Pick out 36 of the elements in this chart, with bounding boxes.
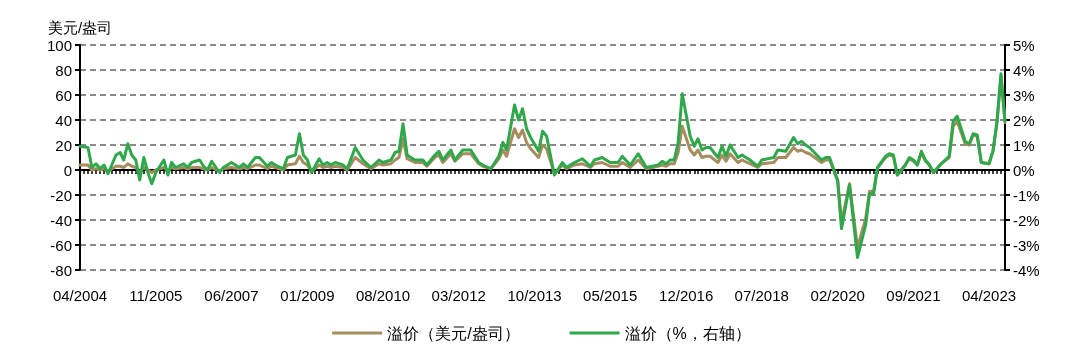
y-tick-label: -60	[50, 236, 72, 254]
y-tick-label: 0	[63, 161, 72, 179]
y2-tick-label: 0%	[1013, 161, 1035, 179]
x-tick-label: 04/2004	[52, 287, 108, 304]
y2-tick-label: 4%	[1013, 61, 1035, 79]
x-tick-label: 02/2020	[810, 287, 865, 304]
y-axis-title: 美元/盎司	[47, 19, 113, 36]
x-tick-label: 12/2016	[659, 287, 714, 304]
y-tick-label: 20	[55, 136, 72, 154]
x-tick-label: 07/2018	[734, 287, 789, 304]
y2-tick-label: -2%	[1013, 211, 1040, 229]
x-tick-label: 10/2013	[507, 287, 562, 304]
y-tick-label: -20	[50, 186, 72, 204]
y2-tick-label: -1%	[1013, 186, 1040, 204]
x-tick-label: 09/2021	[886, 287, 941, 304]
y-tick-label: -40	[50, 211, 72, 229]
y2-tick-label: 1%	[1013, 136, 1035, 154]
y2-tick-label: 5%	[1013, 36, 1035, 54]
x-tick-label: 04/2023	[961, 287, 1017, 304]
x-tick-label: 03/2012	[431, 287, 486, 304]
x-tick-label: 06/2007	[204, 287, 259, 304]
x-tick-label: 08/2010	[355, 287, 411, 304]
legend-label: 溢价（美元/盎司）	[387, 324, 520, 342]
y-tick-label: 100	[46, 36, 72, 54]
y-tick-label: -80	[50, 261, 72, 279]
y2-tick-label: 2%	[1013, 111, 1035, 129]
y2-tick-label: -4%	[1013, 261, 1040, 279]
y2-tick-label: 3%	[1013, 86, 1035, 104]
y2-tick-label: -3%	[1013, 236, 1040, 254]
y-tick-label: 60	[55, 86, 72, 104]
x-tick-label: 01/2009	[280, 287, 335, 304]
y-tick-label: 40	[55, 111, 72, 129]
legend-label: 溢价（%，右轴）	[624, 324, 751, 342]
x-tick-label: 05/2015	[583, 287, 638, 304]
x-tick-label: 11/2005	[129, 287, 183, 304]
y-tick-label: 80	[55, 61, 72, 79]
